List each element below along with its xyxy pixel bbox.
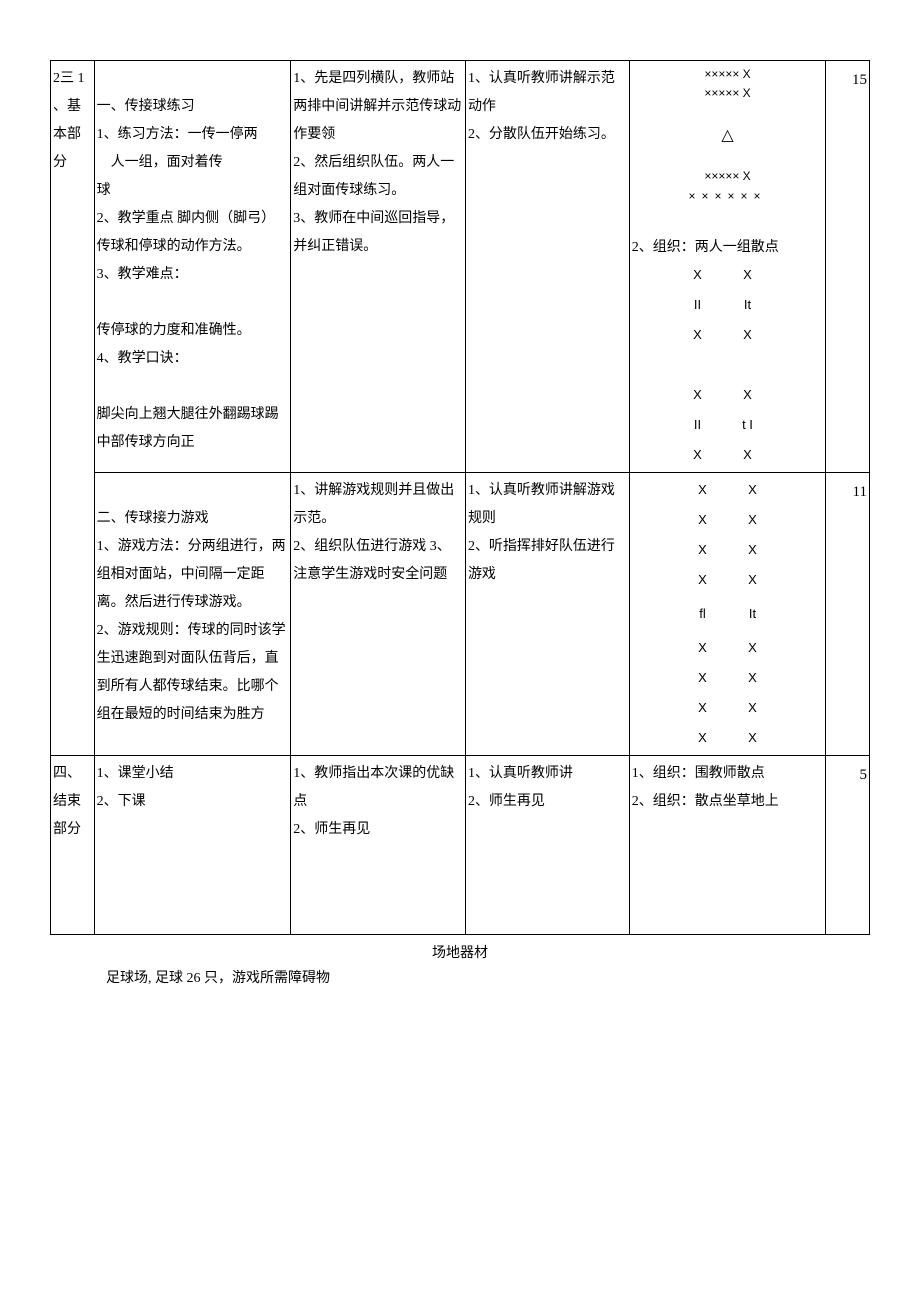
org-text: 2、组织：散点坐草地上: [632, 788, 824, 816]
organization-cell: ××××× X ××××× X △ ××××× X ×××××× 2、组织：两人…: [629, 61, 826, 473]
student-text: 1、认真听教师讲: [468, 760, 627, 788]
teacher-text: 2、组织队伍进行游戏 3、注意学生游戏时安全问题: [293, 533, 463, 589]
formation-mark: II: [678, 412, 718, 438]
formation-mark: X: [688, 477, 718, 503]
teacher-cell: 1、教师指出本次课的优缺点 2、师生再见: [291, 755, 466, 934]
teacher-cell: 1、先是四列横队，教师站两排中间讲解并示范传球动作要领 2、然后组织队伍。两人一…: [291, 61, 466, 473]
formation-diagram: ××××× X ××××× X △ ××××× X ××××××: [632, 65, 824, 206]
content-text: 人一组，面对着传: [97, 149, 289, 177]
formation-mark: X: [678, 262, 718, 288]
formation-mark: X: [718, 382, 778, 408]
lesson-plan-table: 2三 1 、基本部分 一、传接球练习 1、练习方法：一传一停两 人一组，面对着传…: [50, 60, 870, 935]
content-text: 1、课堂小结: [97, 760, 289, 788]
formation-mark: X: [738, 665, 768, 691]
time-cell: 11: [826, 472, 870, 755]
teacher-text: 1、讲解游戏规则并且做出示范。: [293, 477, 463, 533]
teacher-text: 3、教师在中间巡回指导，并纠正错误。: [293, 205, 463, 261]
formation-mark: X: [688, 725, 718, 751]
formation-mark: X: [718, 262, 778, 288]
formation-mark: t I: [718, 412, 778, 438]
formation-mark: X: [738, 695, 768, 721]
content-text: 3、教学难点：: [97, 261, 289, 289]
content-text: 1、游戏方法：分两组进行，两组相对面站，中间隔一定距离。然后进行传球游戏。: [97, 533, 289, 617]
content-text: 2、下课: [97, 788, 289, 816]
org-text: 1、组织：围教师散点: [632, 760, 824, 788]
formation-mark: X: [738, 635, 768, 661]
teacher-text: 1、教师指出本次课的优缺点: [293, 760, 463, 816]
relay-formation-diagram: XX XX XX XX flIt XX XX XX XX: [632, 477, 824, 751]
formation-mark: X: [738, 567, 768, 593]
formation-mark: X: [688, 635, 718, 661]
footer-title: 场地器材: [50, 941, 870, 966]
content-text: 4、教学口诀：: [97, 345, 289, 373]
content-text: 球: [97, 177, 289, 205]
table-row: 二、传球接力游戏 1、游戏方法：分两组进行，两组相对面站，中间隔一定距离。然后进…: [51, 472, 870, 755]
formation-mark: X: [688, 537, 718, 563]
formation-mark: X: [688, 567, 718, 593]
organization-cell: 1、组织：围教师散点 2、组织：散点坐草地上: [629, 755, 826, 934]
content-cell: 1、课堂小结 2、下课: [94, 755, 291, 934]
footer-block: 场地器材 足球场, 足球 26 只，游戏所需障碍物: [50, 941, 870, 991]
teacher-text: 1、先是四列横队，教师站两排中间讲解并示范传球动作要领: [293, 65, 463, 149]
table-row: 2三 1 、基本部分 一、传接球练习 1、练习方法：一传一停两 人一组，面对着传…: [51, 61, 870, 473]
student-text: 2、分散队伍开始练习。: [468, 121, 627, 149]
student-text: 2、听指挥排好队伍进行游戏: [468, 533, 627, 589]
table-row: 四、结束部分 1、课堂小结 2、下课 1、教师指出本次课的优缺点 2、师生再见 …: [51, 755, 870, 934]
content-text: 2、游戏规则：传球的同时该学生迅速跑到对面队伍背后，直到所有人都传球结束。比哪个…: [97, 617, 289, 729]
formation-mark: fl: [688, 601, 718, 627]
student-text: 2、师生再见: [468, 788, 627, 816]
student-cell: 1、认真听教师讲解游戏规则 2、听指挥排好队伍进行游戏: [465, 472, 629, 755]
section-label-basic: 2三 1 、基本部分: [51, 61, 95, 756]
student-text: 1、认真听教师讲解示范动作: [468, 65, 627, 121]
formation-row: ××××× X: [632, 167, 824, 186]
formation-mark: II: [678, 292, 718, 318]
content-cell: 二、传球接力游戏 1、游戏方法：分两组进行，两组相对面站，中间隔一定距离。然后进…: [94, 472, 291, 755]
formation-mark: X: [688, 507, 718, 533]
student-text: 1、认真听教师讲解游戏规则: [468, 477, 627, 533]
content-title: 二、传球接力游戏: [97, 505, 289, 533]
organization-cell: XX XX XX XX flIt XX XX XX XX: [629, 472, 826, 755]
teacher-text: 2、然后组织队伍。两人一组对面传球练习。: [293, 149, 463, 205]
content-text: 2、教学重点 脚内侧（脚弓）传球和停球的动作方法。: [97, 205, 289, 261]
teacher-cell: 1、讲解游戏规则并且做出示范。 2、组织队伍进行游戏 3、注意学生游戏时安全问题: [291, 472, 466, 755]
formation-mark: X: [688, 695, 718, 721]
teacher-position-icon: △: [632, 123, 824, 149]
formation-mark: X: [678, 442, 718, 468]
org-label: 2、组织：两人一组散点: [632, 234, 824, 262]
formation-mark: X: [738, 507, 768, 533]
teacher-text: 2、师生再见: [293, 816, 463, 844]
content-cell: 一、传接球练习 1、练习方法：一传一停两 人一组，面对着传 球 2、教学重点 脚…: [94, 61, 291, 473]
formation-mark: It: [738, 601, 768, 627]
formation-mark: X: [688, 665, 718, 691]
content-text: 1、练习方法：一传一停两: [97, 121, 289, 149]
formation-mark: X: [718, 322, 778, 348]
formation-mark: X: [678, 382, 718, 408]
formation-mark: X: [678, 322, 718, 348]
student-cell: 1、认真听教师讲 2、师生再见: [465, 755, 629, 934]
pair-formation-diagram: XX IIIt XX XX IIt I XX: [632, 262, 824, 468]
time-cell: 15: [826, 61, 870, 473]
footer-body: 足球场, 足球 26 只，游戏所需障碍物: [50, 966, 870, 991]
section-label-end: 四、结束部分: [51, 755, 95, 934]
formation-mark: X: [738, 537, 768, 563]
formation-row: ××××× X: [632, 84, 824, 103]
formation-mark: X: [738, 725, 768, 751]
formation-row: ××××××: [632, 187, 824, 206]
content-text: 传停球的力度和准确性。: [97, 317, 289, 345]
content-title: 一、传接球练习: [97, 93, 289, 121]
student-cell: 1、认真听教师讲解示范动作 2、分散队伍开始练习。: [465, 61, 629, 473]
formation-mark: X: [738, 477, 768, 503]
time-cell: 5: [826, 755, 870, 934]
content-text: 脚尖向上翘大腿往外翻踢球踢中部传球方向正: [97, 401, 289, 457]
formation-mark: It: [718, 292, 778, 318]
formation-row: ××××× X: [632, 65, 824, 84]
formation-mark: X: [718, 442, 778, 468]
